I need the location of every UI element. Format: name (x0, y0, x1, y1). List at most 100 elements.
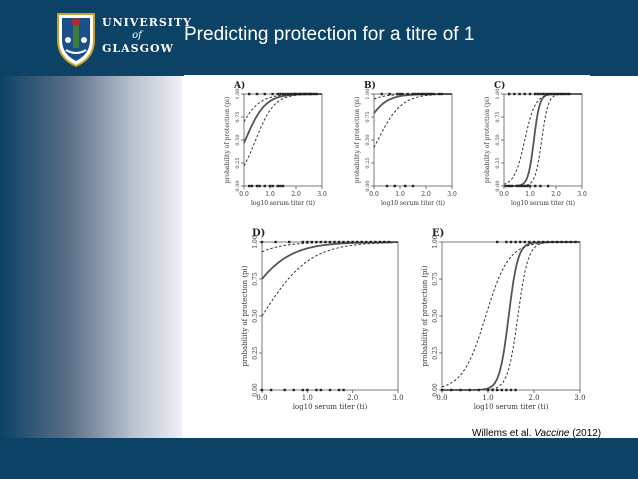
rug-point-protected (401, 92, 404, 96)
rug-point-protected (378, 240, 382, 244)
y-axis-label: probability of protection (pi) (224, 97, 231, 184)
x-tick-label: 0.0 (499, 191, 509, 198)
rug-point-protected (365, 240, 368, 244)
rug-point-protected (301, 240, 304, 244)
rug-point-protected (437, 92, 441, 96)
x-tick-label: 0.0 (436, 394, 447, 402)
rug-point-protected (288, 240, 291, 244)
y-tick-label: 0.25 (252, 346, 259, 360)
rug-point-protected (534, 92, 537, 96)
plot-frame (261, 241, 399, 391)
rug-point-protected (310, 92, 313, 96)
rug-point-protected (263, 92, 266, 96)
rug-point-protected (279, 92, 282, 96)
rug-point-unprotected (526, 184, 529, 188)
y-tick-label: 0.00 (365, 180, 371, 191)
rug-point-protected (514, 240, 517, 244)
rug-point-unprotected (385, 184, 389, 188)
rug-point-protected (528, 92, 532, 96)
y-tick-label: 0.00 (432, 383, 439, 397)
rug-point-protected (248, 92, 251, 96)
x-tick-label: 3.0 (574, 394, 585, 402)
rug-point-protected (549, 92, 552, 96)
y-tick-label: 0.75 (432, 272, 439, 286)
rug-point-unprotected (250, 184, 253, 188)
citation-journal: Vaccine (534, 428, 570, 439)
rug-point-unprotected (500, 388, 503, 392)
y-tick-label: 1.00 (432, 235, 439, 249)
x-tick-label: 3.0 (317, 191, 327, 198)
university-logo: UNIVERSITY of GLASGOW (40, 8, 191, 70)
rug-point-protected (419, 92, 422, 96)
rug-point-protected (396, 92, 399, 96)
rug-point-unprotected (515, 184, 519, 188)
citation-year: (2012) (572, 428, 602, 439)
rug-point-unprotected (510, 184, 513, 188)
plot-frame (503, 93, 583, 187)
rug-point-protected (333, 240, 336, 244)
x-axis-label: log10 serum titer (ti) (293, 403, 368, 411)
rug-point-protected (551, 240, 554, 244)
crest-icon (57, 13, 95, 68)
rug-point-protected (518, 92, 521, 96)
rug-point-protected (307, 92, 311, 96)
fitted-curve (261, 241, 398, 280)
rug-point-protected (383, 240, 386, 244)
title-bar: UNIVERSITY of GLASGOW Predicting protect… (0, 0, 638, 76)
rug-point-unprotected (468, 388, 471, 392)
rug-point-unprotected (534, 184, 537, 188)
rug-point-protected (569, 240, 572, 244)
rug-point-unprotected (306, 388, 309, 392)
rug-point-protected (562, 92, 565, 96)
rug-point-unprotected (505, 184, 508, 188)
rug-point-unprotected (268, 184, 272, 188)
rug-point-unprotected (337, 388, 341, 392)
rug-point-protected (319, 240, 323, 244)
y-tick-label: 1.00 (252, 235, 259, 249)
x-tick-label: 1.0 (525, 191, 535, 198)
rug-point-unprotected (411, 184, 415, 188)
rug-point-unprotected (528, 184, 532, 188)
rug-point-protected (388, 92, 391, 96)
x-tick-label: 2.0 (421, 191, 431, 198)
rug-point-protected (542, 240, 545, 244)
rug-point-protected (523, 240, 526, 244)
confidence-band (442, 241, 580, 391)
x-tick-label: 2.0 (347, 394, 358, 402)
rug-point-protected (567, 92, 571, 96)
rug-point-unprotected (328, 388, 332, 392)
rug-point-unprotected (459, 388, 462, 392)
rug-point-protected (313, 92, 316, 96)
rug-point-protected (287, 92, 290, 96)
rug-point-protected (298, 92, 302, 96)
rug-point-protected (369, 240, 372, 244)
y-axis-label: probability of protection (pi) (421, 265, 429, 366)
rug-point-protected (281, 92, 285, 96)
rug-point-protected (289, 92, 292, 96)
rug-point-unprotected (283, 388, 286, 392)
panel-label: E) (432, 228, 444, 239)
x-tick-label: 2.0 (528, 394, 539, 402)
rug-point-unprotected (248, 184, 251, 188)
x-tick-label: 2.0 (551, 191, 561, 198)
y-tick-label: 0.75 (235, 111, 241, 122)
rug-point-protected (271, 92, 274, 96)
title-underline (184, 75, 590, 76)
rug-point-protected (560, 240, 563, 244)
y-tick-label: 0.75 (365, 111, 371, 122)
citation-authors: Willems et al. (472, 428, 532, 439)
y-tick-label: 0.75 (252, 272, 259, 286)
rug-point-protected (284, 92, 287, 96)
panel-label: D) (252, 228, 265, 239)
x-tick-label: 1.0 (302, 394, 313, 402)
confidence-band (441, 241, 580, 388)
confidence-band (504, 93, 582, 187)
y-tick-label: 0.50 (495, 134, 501, 145)
y-axis-label: probability of protection (pi) (484, 97, 491, 184)
fitted-curve (442, 241, 580, 391)
rug-point-protected (414, 92, 417, 96)
x-tick-label: 1.0 (395, 191, 405, 198)
rug-point-protected (387, 240, 391, 244)
rug-point-protected (430, 92, 433, 96)
fitted-curve (243, 93, 322, 144)
